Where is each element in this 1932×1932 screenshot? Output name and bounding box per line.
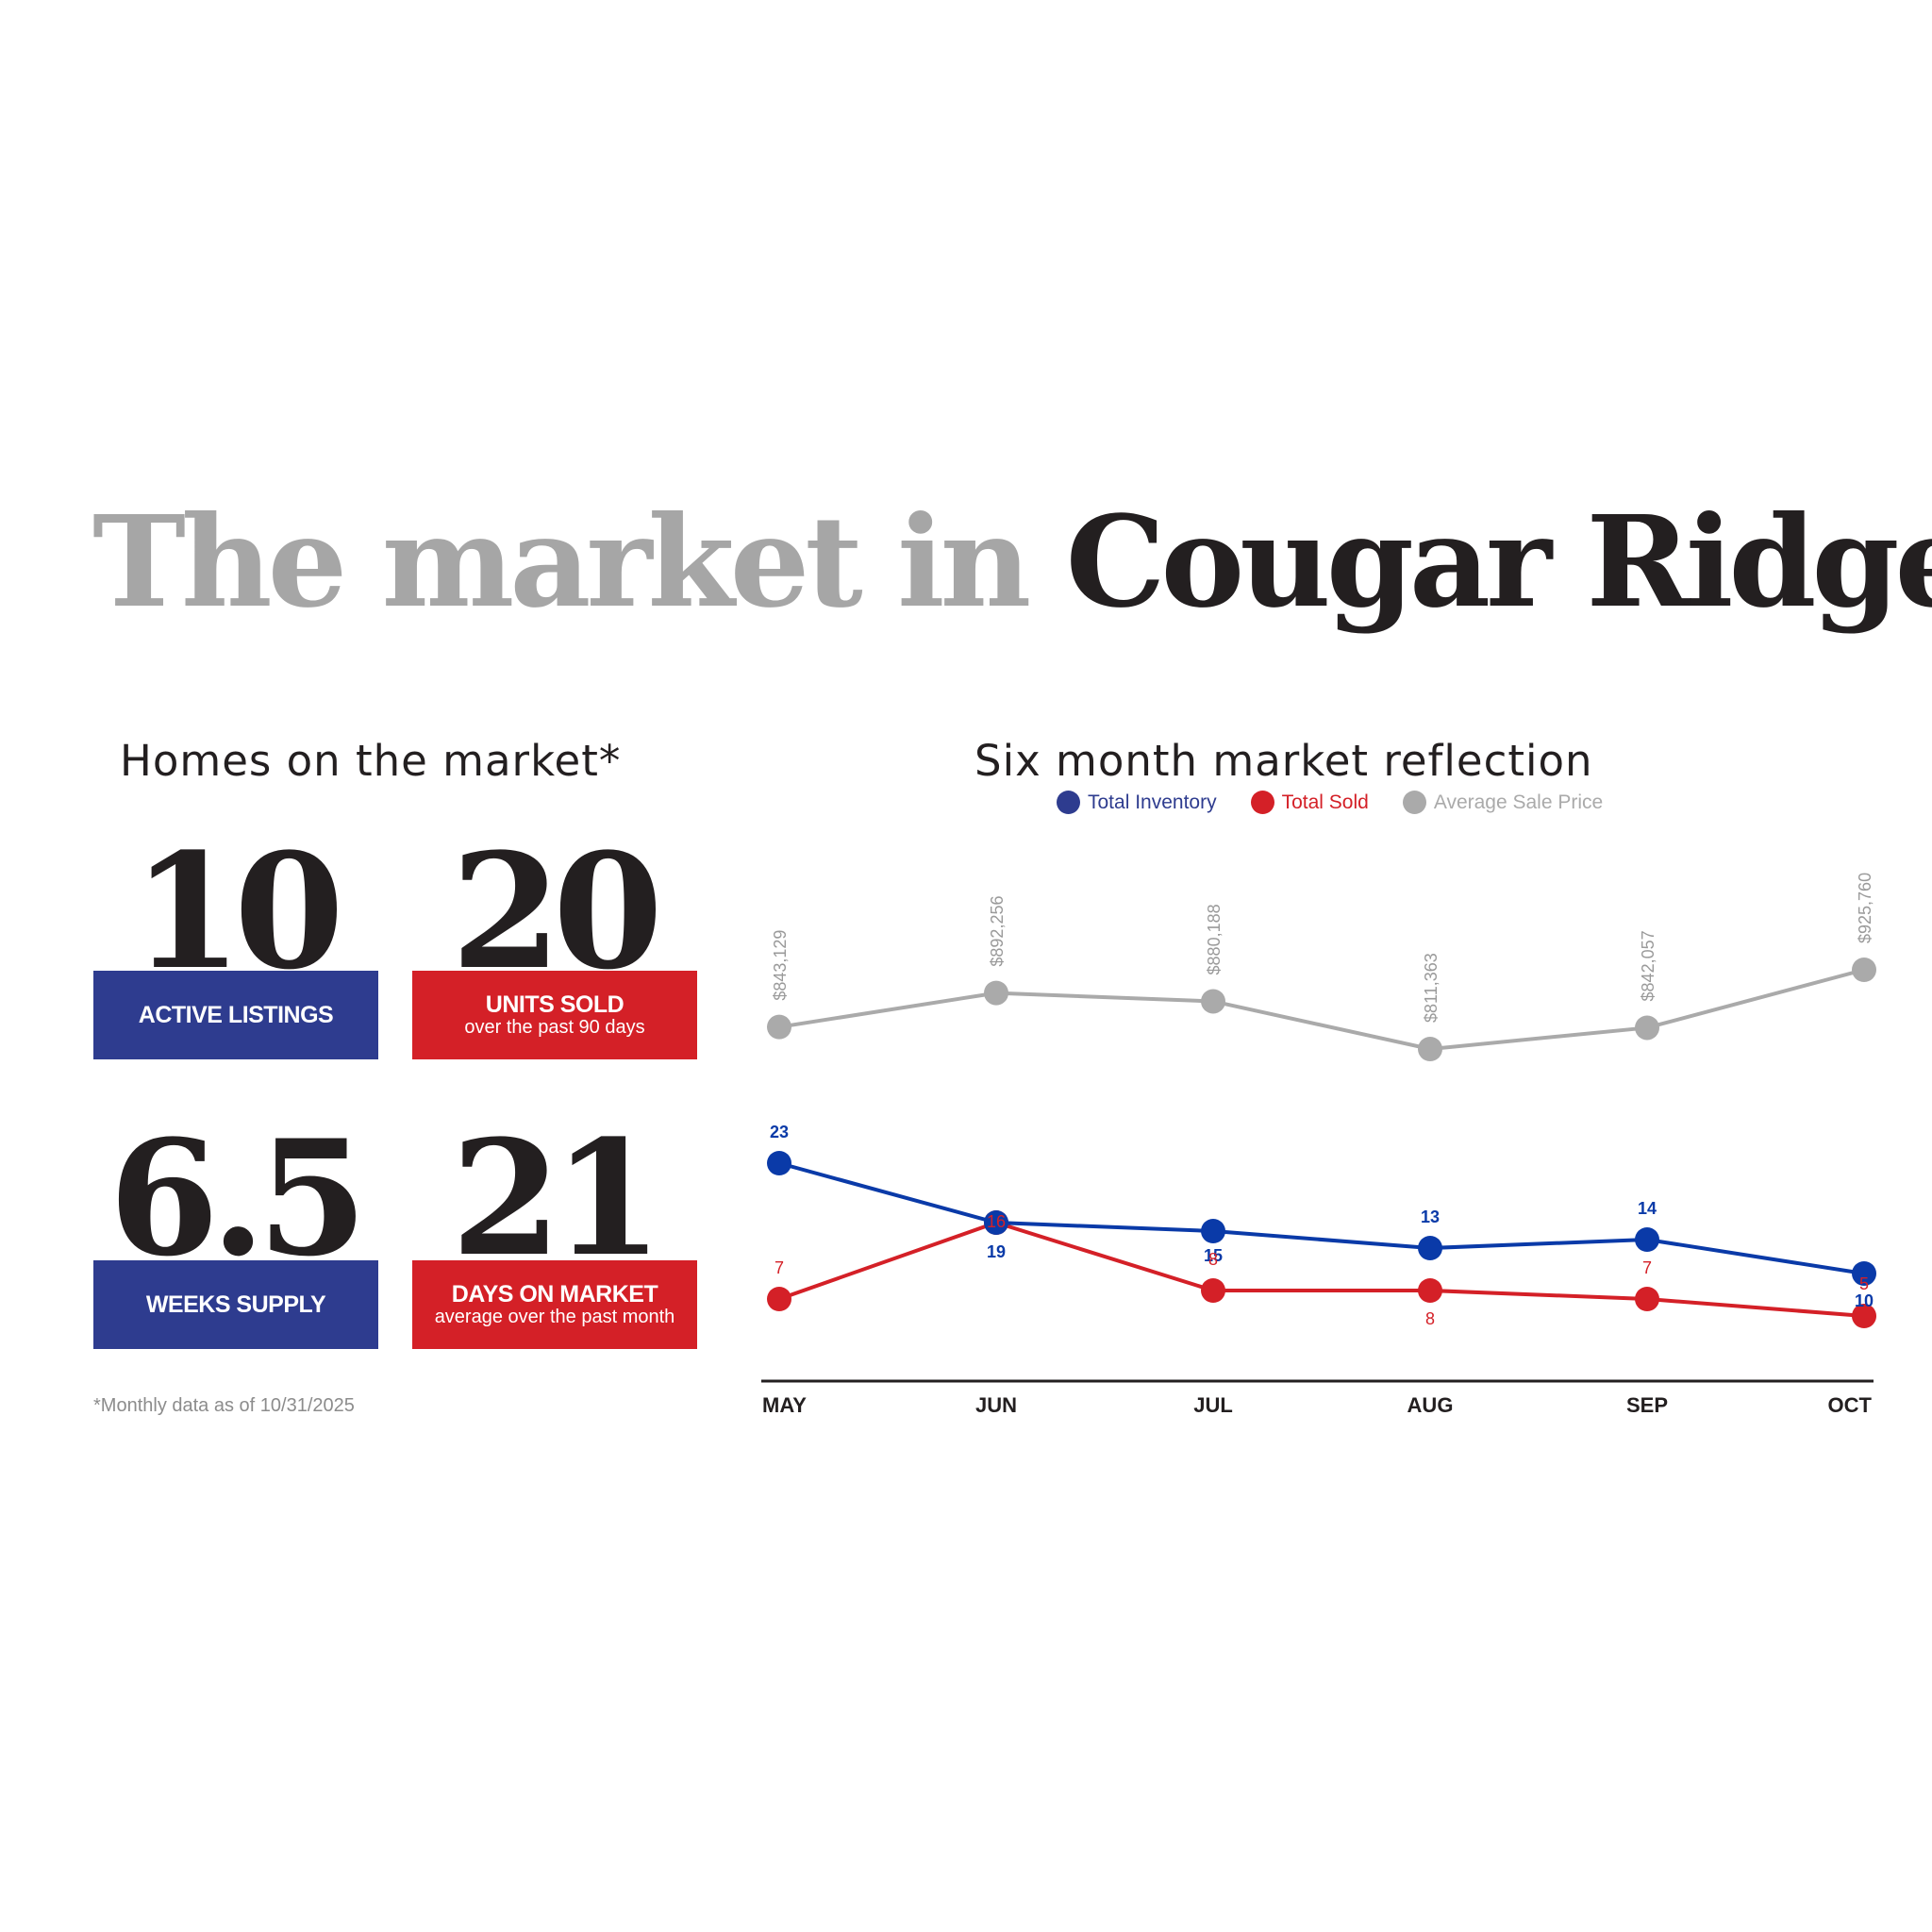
days-on-market-value: 21 — [451, 1105, 663, 1291]
legend-dot-inventory — [1057, 791, 1080, 814]
total-inventory-series-line — [778, 1161, 1865, 1275]
x-tick-label: OCT — [1828, 1393, 1873, 1417]
legend-item-sold: Total Sold — [1250, 791, 1369, 814]
avg-price-data-label: $842,057 — [1639, 930, 1657, 1001]
avg-price-data-label: $892,256 — [988, 896, 1007, 967]
total-sold-series-line — [778, 1220, 1865, 1318]
avg-price-data-label: $811,363 — [1422, 953, 1441, 1023]
avg-price-series-line — [778, 968, 1865, 1052]
legend-label-price: Average Sale Price — [1433, 791, 1604, 813]
footnote: *Monthly data as of 10/31/2025 — [93, 1395, 355, 1416]
total-inventory-data-label: 15 — [1204, 1246, 1223, 1265]
days-on-market-sublabel: average over the past month — [434, 1306, 675, 1327]
total-sold-series-point — [1201, 1278, 1225, 1303]
x-tick-label: AUG — [1407, 1393, 1454, 1417]
total-inventory-data-label: 23 — [770, 1123, 789, 1141]
total-inventory-series-point — [984, 1210, 1008, 1235]
total-sold-data-label: 5 — [1859, 1274, 1869, 1293]
chart-title: Six month market reflection — [974, 736, 1593, 786]
units-sold-value: 20 — [451, 818, 663, 1005]
days-on-market-badge: DAYS ON MARKET average over the past mon… — [412, 1260, 697, 1349]
total-sold-series-point — [1852, 1304, 1876, 1328]
x-tick-label: MAY — [762, 1393, 807, 1417]
total-inventory-data-label: 14 — [1638, 1199, 1657, 1218]
total-inventory-series-point — [1418, 1236, 1442, 1260]
avg-price-series-point — [1418, 1037, 1442, 1061]
avg-price-series-point — [984, 980, 1008, 1006]
title-location: Cougar Ridge — [1065, 489, 1932, 636]
page-title: The market in Cougar Ridge — [92, 500, 1932, 625]
weeks-supply-value: 6.5 — [108, 1105, 367, 1291]
units-sold-sublabel: over the past 90 days — [464, 1016, 645, 1038]
legend-item-inventory: Total Inventory — [1057, 791, 1217, 814]
total-inventory-series-point — [767, 1151, 791, 1175]
weeks-supply-label: WEEKS SUPPLY — [145, 1291, 326, 1318]
units-sold-badge: UNITS SOLD over the past 90 days — [412, 971, 697, 1059]
total-sold-series-point — [1418, 1278, 1442, 1303]
total-inventory-data-label: 13 — [1421, 1208, 1440, 1226]
title-prefix: The market in — [92, 489, 1031, 636]
chart-legend: Total Inventory Total Sold Average Sale … — [1057, 791, 1603, 814]
x-tick-label: SEP — [1626, 1393, 1668, 1417]
avg-price-series-point — [1635, 1015, 1659, 1041]
avg-price-data-label: $880,188 — [1205, 904, 1224, 974]
legend-dot-sold — [1250, 791, 1274, 814]
units-sold-label: UNITS SOLD — [485, 991, 625, 1019]
total-sold-data-label: 7 — [1642, 1258, 1652, 1277]
total-sold-data-label: 16 — [987, 1212, 1006, 1231]
total-sold-data-label: 8 — [1425, 1309, 1435, 1328]
avg-price-series-point — [1852, 958, 1876, 982]
total-sold-data-label: 8 — [1208, 1250, 1218, 1269]
total-inventory-series-point — [1852, 1261, 1876, 1286]
avg-price-data-label: $843,129 — [771, 930, 790, 1001]
legend-item-price: Average Sale Price — [1402, 791, 1604, 814]
total-sold-data-label: 7 — [774, 1258, 784, 1277]
x-tick-label: JUL — [1193, 1393, 1233, 1417]
avg-price-series-point — [1201, 989, 1225, 1014]
total-sold-series-point — [767, 1287, 791, 1311]
total-inventory-series-point — [1635, 1227, 1659, 1252]
legend-label-sold: Total Sold — [1281, 791, 1369, 813]
active-listings-badge: ACTIVE LISTINGS — [93, 971, 378, 1059]
total-sold-series-point — [1635, 1287, 1659, 1311]
avg-price-data-label: $925,760 — [1856, 873, 1874, 943]
days-on-market-label: DAYS ON MARKET — [451, 1281, 658, 1308]
total-inventory-series-point — [1201, 1219, 1225, 1243]
avg-price-series-point — [767, 1014, 791, 1040]
x-tick-label: JUN — [975, 1393, 1017, 1417]
homes-heading: Homes on the market* — [120, 736, 622, 786]
total-inventory-data-label: 19 — [987, 1242, 1006, 1261]
weeks-supply-badge: WEEKS SUPPLY — [93, 1260, 378, 1349]
legend-label-inventory: Total Inventory — [1088, 791, 1217, 813]
legend-dot-price — [1402, 791, 1426, 814]
active-listings-value: 10 — [132, 818, 344, 1005]
active-listings-label: ACTIVE LISTINGS — [138, 1001, 334, 1028]
total-inventory-data-label: 10 — [1855, 1291, 1874, 1310]
